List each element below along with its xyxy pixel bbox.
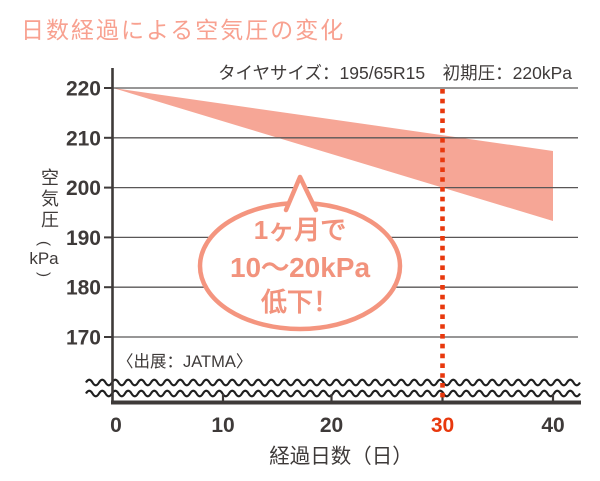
y-axis-label-text: 空気圧 (39, 168, 59, 231)
x-tick-30: 30 (431, 414, 454, 437)
x-tick-40: 40 (541, 414, 564, 437)
y-tick-180: 180 (66, 277, 101, 300)
axis-break-wave-top (85, 378, 581, 387)
y-tick-200: 200 (66, 177, 101, 200)
pressure-range-band (113, 88, 553, 221)
y-axis-label: 空気圧 (36, 168, 62, 231)
y-tick-170: 170 (66, 327, 101, 350)
y-tick-190: 190 (66, 227, 101, 250)
x-axis-title: 経過日数（日） (269, 445, 413, 468)
callout-line2: 10〜20kPa (230, 252, 371, 283)
y-axis-ticks (104, 87, 113, 338)
y-axis-tick-labels: 220 210 200 190 180 170 (66, 78, 101, 350)
chart-subtitle: タイヤサイズ：195/65R15 初期圧：220kPa (218, 63, 572, 83)
callout-line3: 低下！ (260, 287, 339, 317)
x-axis-ticks (221, 394, 555, 401)
callout-bubble: 1ヶ月で 10〜20kPa 低下！ (197, 174, 403, 332)
x-axis-tick-labels: 0 10 20 30 40 (110, 414, 565, 437)
chart-title: 日数経過による空気圧の変化 (21, 17, 346, 43)
axis-break-wave-bottom (85, 389, 581, 398)
x-tick-20: 20 (320, 414, 343, 437)
y-axis-unit-text: kPa (29, 249, 59, 268)
y-tick-220: 220 (66, 78, 101, 101)
callout-line1: 1ヶ月で (254, 215, 346, 245)
x-tick-10: 10 (211, 414, 234, 437)
y-axis-unit: ( kPa ) (20, 238, 68, 280)
x-tick-0: 0 (110, 414, 122, 437)
source-note: 〈出展：JATMA〉 (117, 352, 252, 371)
callout-bubble-tail (283, 174, 319, 213)
y-tick-210: 210 (66, 127, 101, 150)
